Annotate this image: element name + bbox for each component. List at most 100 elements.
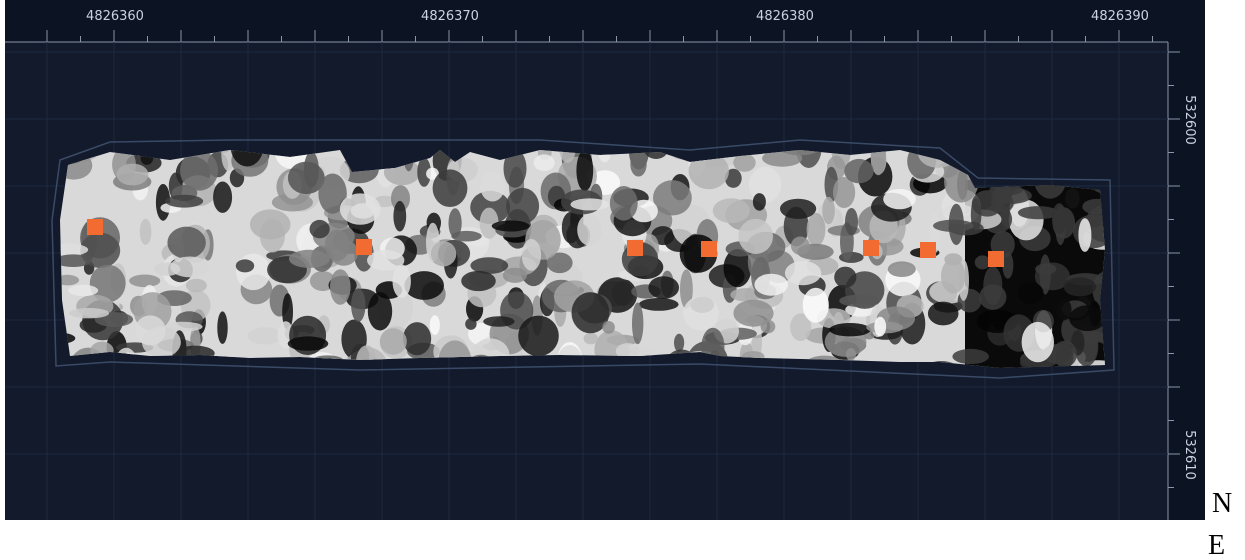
raster-cell [1057,299,1072,321]
raster-cell [738,219,773,254]
raster-cell [288,336,329,350]
raster-cell [648,276,679,299]
raster-cell [928,302,959,326]
raster-cell [807,213,826,247]
raster-cell [822,197,835,224]
raster-cell [653,180,692,215]
raster-cell [576,150,593,191]
raster-cell [952,349,989,364]
page: {"top_axis": {"labels": ["4826360", "482… [0,0,1245,560]
raster-cell [785,261,821,285]
marker[interactable] [988,251,1004,267]
raster-cell [522,239,541,271]
raster-cell [69,308,109,318]
raster-cell [430,315,440,335]
raster-cell [165,195,203,208]
raster-cell [289,250,330,268]
raster-cell [250,209,291,239]
raster-cell [1002,252,1013,279]
raster-cell [217,311,227,344]
raster-cell [979,284,1006,310]
raster-cell [845,208,858,235]
raster-cell [713,198,750,223]
raster-cell [68,285,98,296]
marker[interactable] [627,240,643,256]
marker[interactable] [356,239,372,255]
raster-cell [1053,341,1078,368]
raster-cell [465,318,476,330]
raster-cell [506,188,539,224]
raster-cell [874,317,886,337]
raster-cell [761,320,776,334]
raster-cell [170,257,209,278]
raster-cell [975,255,991,269]
north-label: N [1212,488,1232,519]
top-axis-label: 4826370 [421,9,479,24]
marker[interactable] [863,240,879,256]
raster-cell [1052,203,1067,234]
raster-cell [483,316,514,327]
raster-cell [310,220,330,238]
raster-cell [834,267,856,288]
raster-cell [503,268,527,283]
raster-cell [117,164,149,186]
raster-cell [791,237,810,255]
marker[interactable] [87,219,103,235]
raster-cell [304,152,319,188]
raster-cell [570,198,609,210]
raster-cell [888,261,916,277]
raster-cell [883,189,916,209]
marker[interactable] [920,242,936,258]
raster-cell [480,171,505,201]
right-axis-label: 532610 [1182,430,1197,480]
raster-cell [674,334,684,352]
raster-cell [393,201,406,232]
raster-cell [1064,277,1097,296]
raster-cell [213,182,232,213]
raster-cell [368,292,392,330]
raster-cell [753,193,766,211]
top-ruler [5,0,1205,42]
right-axis-label: 532600 [1182,95,1197,145]
raster-cell [236,259,254,272]
raster-cell [610,186,638,221]
raster-cell [749,167,782,203]
raster-cell [780,199,816,219]
marker[interactable] [701,241,717,257]
raster-cell [534,154,555,171]
raster-cell [186,279,207,292]
raster-cell [1065,188,1080,208]
raster-cell [972,190,1003,216]
raster-cell [844,159,873,183]
raster-cell [584,333,598,345]
east-label: E [1208,530,1225,560]
raster-cell [754,274,788,296]
raster-cell [380,328,407,355]
top-axis-label: 4826390 [1091,9,1149,24]
raster-cell [135,315,166,345]
raster-cell [1018,282,1044,304]
raster-cell [340,193,381,224]
raster-cell [403,322,431,355]
raster-cell [803,288,829,323]
raster-cell [431,241,456,266]
raster-cell [577,214,601,245]
raster-cell [949,204,964,245]
raster-cell [167,227,205,259]
raster-cell [1078,218,1091,252]
top-axis-label: 4826380 [756,9,814,24]
raster-cell [1022,322,1054,362]
raster-cell [248,327,282,344]
raster-cell [1069,305,1105,331]
raster-cell [433,169,468,207]
raster-cell [518,316,559,357]
raster-cell [829,323,871,336]
raster-cell [630,152,646,176]
raster-cell [683,296,719,330]
raster-cell [639,298,679,311]
raster-cell [451,231,481,242]
raster-cell [325,230,350,261]
raster-cell [129,275,160,288]
raster-cell [393,265,411,298]
map-view: 4826360 4826370 4826380 4826390 532600 5… [0,0,1245,560]
